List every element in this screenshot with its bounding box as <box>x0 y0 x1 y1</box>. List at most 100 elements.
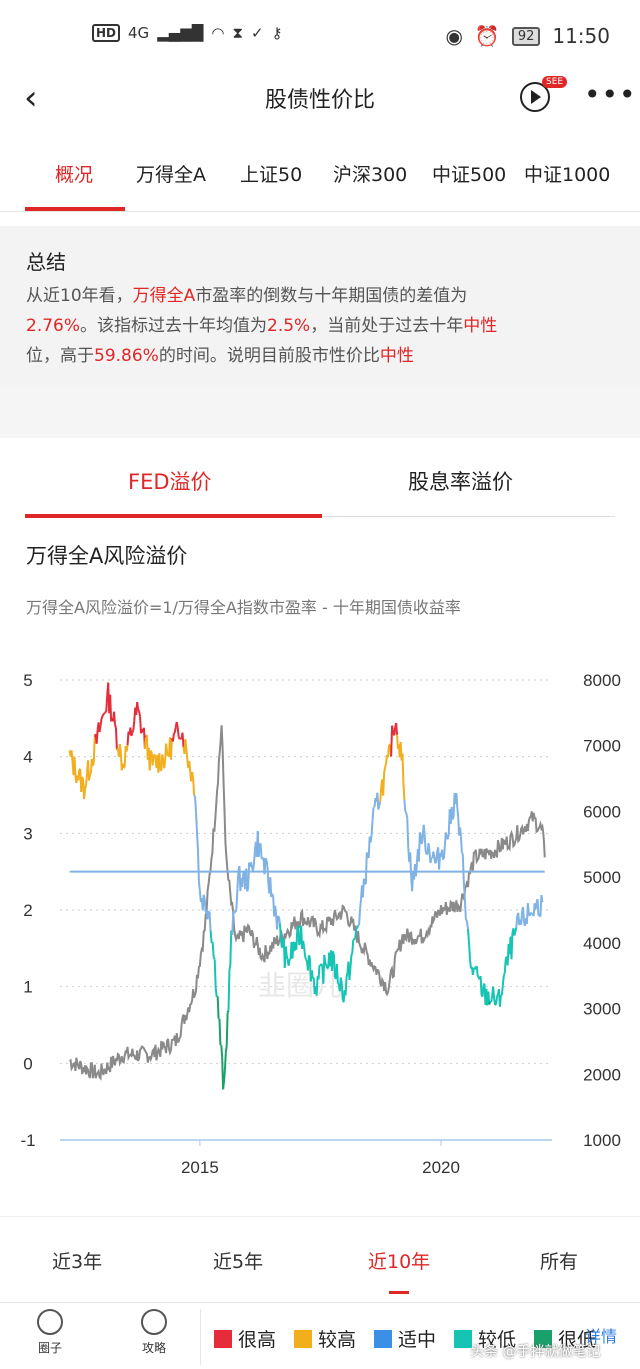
tab-sse50[interactable]: 上证50 <box>240 164 303 186</box>
premium-segment <box>493 998 497 1006</box>
circle-button[interactable]: 圈子 <box>0 1307 100 1356</box>
premium-segment <box>414 862 418 877</box>
premium-segment <box>494 1003 497 1006</box>
premium-segment <box>404 811 408 814</box>
premium-segment <box>247 862 251 889</box>
premium-segment <box>212 956 216 960</box>
premium-segment <box>317 965 321 980</box>
premium-segment <box>176 727 180 737</box>
premium-segment <box>73 756 77 776</box>
back-button[interactable]: ‹ <box>24 76 60 120</box>
premium-segment <box>222 1081 225 1090</box>
period-selector: 近3年 近5年 近10年 所有 <box>0 1216 640 1302</box>
premium-segment <box>257 843 261 857</box>
tab-csi300[interactable]: 沪深300 <box>333 164 408 186</box>
premium-segment <box>91 762 95 767</box>
premium-segment <box>228 964 232 971</box>
premium-segment <box>451 816 455 820</box>
premium-segment <box>384 763 388 768</box>
premium-segment <box>218 1018 222 1046</box>
premium-segment <box>287 958 291 966</box>
premium-chart: 5 4 3 2 1 0 -1 8000 7000 6000 5000 4000 3000 2000 1000… <box>20 671 621 1177</box>
y-right-tick: 6000 <box>583 802 621 821</box>
detail-link[interactable]: 详情 <box>585 1327 618 1346</box>
premium-segment <box>104 710 108 713</box>
period-3y[interactable]: 近3年 <box>52 1251 103 1273</box>
y-left-tick: 1 <box>23 978 32 997</box>
tab-underline <box>25 207 125 211</box>
nav-bar: ‹ 股债性价比 SEE ••• <box>0 72 640 124</box>
premium-segment <box>264 857 268 861</box>
premium-segment <box>252 851 256 865</box>
premium-segment <box>100 715 104 720</box>
premium-segment <box>526 903 530 916</box>
premium-segment <box>216 996 220 1019</box>
period-5y[interactable]: 近5年 <box>213 1251 264 1273</box>
premium-segment <box>114 724 117 729</box>
legend-swatch <box>374 1329 393 1348</box>
premium-segment <box>435 851 439 862</box>
premium-segment <box>393 727 397 736</box>
period-underline <box>389 1291 409 1294</box>
tab-wind-all-a[interactable]: 万得全A <box>136 164 206 186</box>
play-circle-icon[interactable] <box>520 82 550 112</box>
tab-csi500[interactable]: 中证500 <box>432 164 507 186</box>
premium-segment <box>377 804 381 810</box>
premium-segment <box>391 725 395 733</box>
premium-segment <box>325 964 329 969</box>
period-10y[interactable]: 近10年 <box>368 1251 431 1273</box>
premium-segment <box>161 754 165 761</box>
y-left-tick: 0 <box>23 1054 32 1073</box>
premium-segment <box>349 955 353 969</box>
premium-segment <box>476 975 480 979</box>
premium-segment <box>151 755 155 766</box>
legend-swatch <box>534 1329 553 1348</box>
premium-segment <box>95 729 99 744</box>
hourglass-icon: ⧗ <box>232 24 243 42</box>
legend-label: 很低 <box>558 1329 597 1351</box>
premium-segment <box>109 694 113 722</box>
premium-segment <box>285 955 289 960</box>
premium-segment <box>425 852 429 856</box>
y-right-tick: 3000 <box>583 1000 621 1019</box>
premium-segment <box>522 906 526 924</box>
tab-csi1000[interactable]: 中证1000 <box>524 164 611 186</box>
premium-segment <box>461 853 465 882</box>
bottom-bar: 圈子 攻略 很高 较高 适中 较低 很低 详情 头条 @手拌就做笔记 <box>0 1302 640 1369</box>
premium-segment <box>173 727 177 733</box>
premium-segment <box>143 737 147 749</box>
period-all[interactable]: 所有 <box>540 1251 579 1273</box>
premium-segment <box>169 738 173 760</box>
more-icon[interactable]: ••• <box>584 78 637 111</box>
legend-swatch <box>214 1329 232 1348</box>
premium-segment <box>195 812 198 832</box>
premium-segment <box>434 861 438 864</box>
premium-segment <box>432 851 436 857</box>
premium-segment <box>510 932 514 960</box>
premium-segment <box>353 937 356 940</box>
premium-segment <box>383 767 387 773</box>
x-tick-label: 2020 <box>422 1158 460 1177</box>
premium-segment <box>536 899 540 916</box>
premium-segment <box>105 694 109 711</box>
premium-segment <box>172 731 176 735</box>
premium-segment <box>258 842 262 845</box>
premium-segment <box>502 972 506 977</box>
planet-icon <box>37 1309 63 1335</box>
premium-segment <box>520 911 524 925</box>
y-right-tick: 5000 <box>583 868 621 887</box>
premium-segment <box>354 929 358 939</box>
premium-segment <box>495 996 499 1005</box>
premium-segment <box>362 878 366 884</box>
premium-segment <box>158 753 162 770</box>
tab-fed-premium[interactable]: FED溢价 <box>128 470 212 494</box>
tab-overview[interactable]: 概况 <box>55 164 94 186</box>
premium-segment <box>514 927 518 933</box>
tab-dividend-premium[interactable]: 股息率溢价 <box>408 470 513 494</box>
premium-segment <box>463 898 467 919</box>
guide-button[interactable]: 攻略 <box>104 1307 204 1356</box>
premium-segment <box>203 898 207 912</box>
y-left-tick: 5 <box>23 671 32 690</box>
legend-item: 适中 <box>374 1325 436 1352</box>
premium-segment <box>241 872 245 887</box>
